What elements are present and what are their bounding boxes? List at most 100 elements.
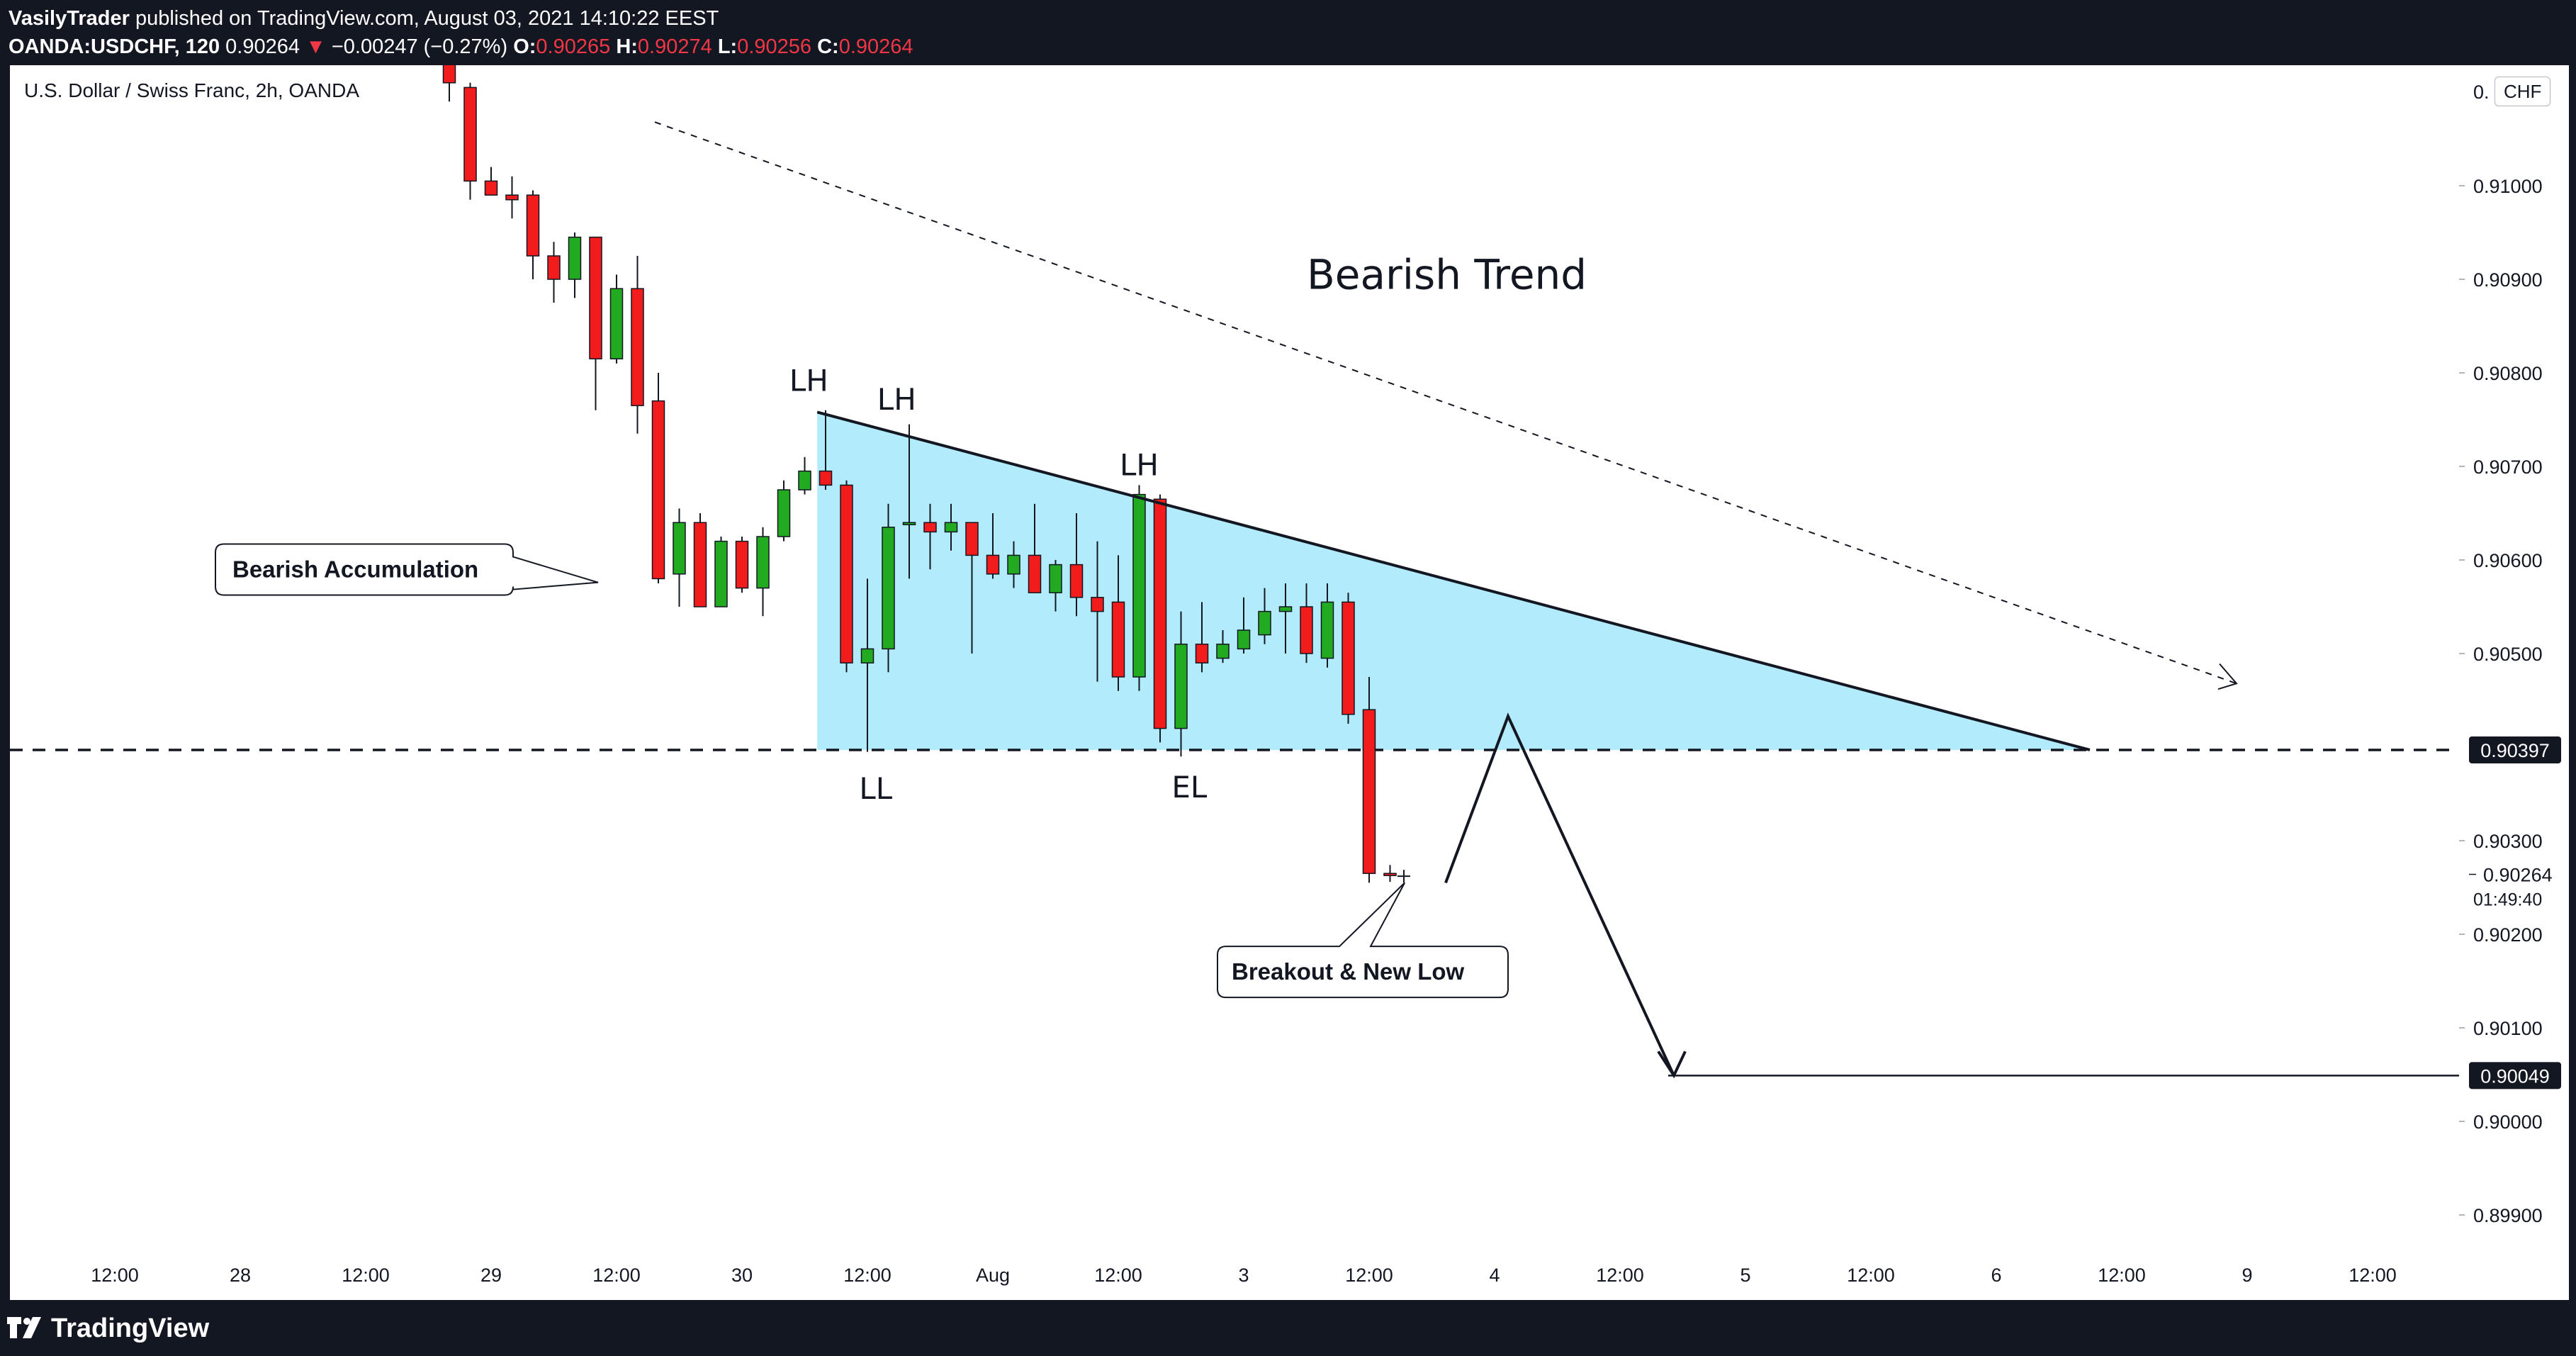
candle[interactable] [1091, 541, 1104, 682]
currency-button[interactable]: CHF [2495, 77, 2551, 106]
candle[interactable] [777, 480, 791, 542]
candle[interactable] [568, 232, 582, 298]
candle[interactable] [860, 578, 874, 752]
price-line-label: 0.90049 [2480, 1065, 2550, 1087]
candle[interactable] [589, 236, 602, 410]
candle[interactable] [1383, 865, 1397, 882]
candle[interactable] [986, 513, 1000, 579]
close-label: C: [817, 35, 839, 58]
symbol-title: U.S. Dollar / Swiss Franc, 2h, OANDA [24, 79, 360, 101]
candle[interactable] [505, 176, 519, 219]
chart-area[interactable]: Bearish Accumulation Breakout & New Low … [10, 65, 2569, 1300]
low-label: L: [717, 35, 738, 58]
candle[interactable] [1049, 560, 1062, 612]
candle-body [777, 489, 791, 537]
candle[interactable] [1195, 602, 1209, 673]
candle[interactable] [1258, 588, 1271, 644]
candle[interactable] [1216, 630, 1230, 663]
candle[interactable] [1362, 677, 1376, 883]
candle[interactable] [1300, 583, 1313, 663]
countdown-label: 01:49:40 [2473, 890, 2542, 910]
callout-breakout-text: Breakout & New Low [1232, 958, 1465, 985]
author-name[interactable]: VasilyTrader [9, 7, 130, 30]
low-value: 0.90256 [737, 35, 812, 58]
candle-body [1320, 601, 1334, 659]
candle[interactable] [693, 513, 707, 607]
candle[interactable] [442, 65, 456, 102]
candle[interactable] [1342, 593, 1355, 724]
time-tick-label: 3 [1238, 1265, 1249, 1286]
candle[interactable] [1132, 485, 1146, 691]
time-tick-label: 12:00 [2098, 1265, 2146, 1286]
callout-bearish-accumulation-text: Bearish Accumulation [232, 556, 478, 583]
price-axis[interactable]: 0.91000 0.90900 0.90800 0.90700 0.90600 0.905… [2459, 65, 2569, 1300]
candle[interactable] [609, 274, 624, 364]
time-tick-label: 28 [230, 1265, 251, 1286]
candle-body [442, 65, 456, 84]
candle[interactable] [463, 82, 477, 200]
time-axis[interactable]: 12:00 28 12:00 29 12:00 30 12:00 Aug 12:00 3 12:00… [91, 1265, 2397, 1286]
candle-body [547, 255, 561, 280]
price-line-marker[interactable]: 0.90397 [2469, 736, 2561, 763]
candle-body [526, 194, 540, 257]
annotation-ll: LL [859, 771, 892, 806]
candle[interactable] [1174, 611, 1188, 757]
candle[interactable] [651, 373, 665, 583]
candle-body [568, 236, 582, 280]
projection-arrow-icon [1657, 1050, 1687, 1079]
candle[interactable] [631, 256, 644, 434]
time-tick-label: 30 [731, 1265, 753, 1286]
candle[interactable] [735, 537, 749, 593]
price-tick-label: 0.91000 [2473, 176, 2543, 197]
candle[interactable] [526, 190, 540, 279]
bearish-trend-arrow-icon [2217, 663, 2238, 690]
time-tick-label: 12:00 [1596, 1265, 1644, 1286]
candle-body [1362, 709, 1376, 874]
time-tick-label: 9 [2242, 1265, 2252, 1286]
price-tick-label: 0.90100 [2473, 1018, 2543, 1039]
time-tick-label: Aug [976, 1265, 1010, 1286]
candle[interactable] [923, 503, 937, 570]
callout-bearish-accumulation[interactable]: Bearish Accumulation [215, 543, 599, 596]
projection-path[interactable] [1444, 712, 1675, 1077]
candle[interactable] [840, 480, 853, 673]
candle[interactable] [819, 410, 833, 490]
candle[interactable] [1278, 583, 1293, 654]
candle[interactable] [1007, 541, 1020, 588]
tradingview-logo[interactable]: TradingView [7, 1313, 209, 1344]
candle[interactable] [714, 537, 728, 607]
candle[interactable] [1111, 555, 1125, 691]
callout-breakout[interactable]: Breakout & New Low [1217, 882, 1509, 999]
candle[interactable] [965, 522, 979, 654]
candle-body [463, 86, 477, 182]
candles-group [442, 65, 1397, 883]
change-down-icon: ▼ [305, 35, 326, 58]
candle[interactable] [484, 167, 498, 196]
candle-body [902, 522, 916, 525]
candle[interactable] [756, 527, 770, 617]
candle-body [1091, 597, 1104, 612]
candle-body [1237, 629, 1251, 650]
candle[interactable] [798, 456, 811, 495]
candle-body [965, 522, 979, 556]
candle-body [819, 470, 833, 486]
candle[interactable] [944, 503, 958, 551]
candle[interactable] [547, 242, 561, 303]
candle[interactable] [902, 424, 916, 579]
candle[interactable] [1028, 503, 1042, 593]
candle[interactable] [1069, 513, 1084, 617]
time-tick-label: 4 [1489, 1265, 1500, 1286]
candle[interactable] [882, 503, 895, 673]
triangle-resistance-line[interactable] [816, 410, 2091, 751]
candle[interactable] [1237, 597, 1251, 654]
time-tick-label: 12:00 [1345, 1265, 1393, 1286]
candle-body [1049, 564, 1062, 593]
chart-canvas[interactable]: Bearish Accumulation Breakout & New Low … [10, 65, 2569, 1300]
price-line-marker[interactable]: 0.90049 [2469, 1062, 2561, 1089]
candle-body [1278, 606, 1293, 612]
candle[interactable] [1320, 583, 1334, 668]
candle-body [484, 180, 498, 196]
candle[interactable] [1153, 494, 1167, 743]
price-tick-label: 0.90800 [2473, 363, 2543, 384]
candle[interactable] [673, 508, 686, 607]
